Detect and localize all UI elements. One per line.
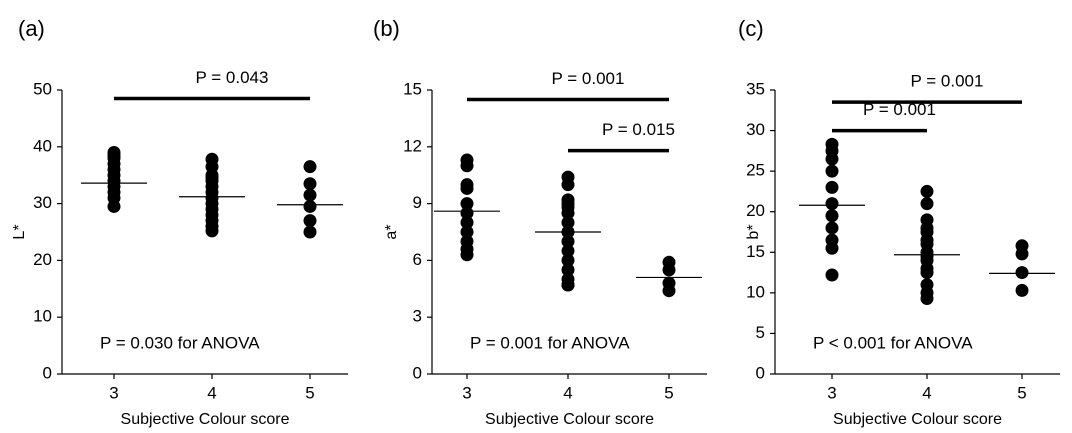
data-point <box>1015 247 1029 261</box>
data-point <box>825 152 839 166</box>
data-point <box>561 178 575 192</box>
data-point <box>460 181 474 195</box>
comparison-label: P = 0.001 <box>863 100 936 119</box>
y-tick-label: 20 <box>746 201 765 220</box>
x-axis-label: Subjective Colour score <box>485 411 654 428</box>
y-axis-label: a* <box>383 224 400 239</box>
y-tick-label: 0 <box>756 363 765 382</box>
data-point <box>303 214 317 228</box>
y-axis-label: b* <box>745 224 762 239</box>
anova-label: P = 0.001 for ANOVA <box>470 333 630 352</box>
data-point <box>205 224 219 238</box>
data-point <box>460 248 474 262</box>
x-tick-label: 3 <box>827 383 836 402</box>
data-point <box>460 197 474 211</box>
x-tick-label: 5 <box>1017 383 1026 402</box>
y-tick-label: 50 <box>33 79 52 98</box>
y-tick-label: 20 <box>33 250 52 269</box>
x-axis-label: Subjective Colour score <box>121 411 290 428</box>
data-point <box>303 160 317 174</box>
data-point <box>303 225 317 239</box>
y-tick-label: 10 <box>33 307 52 326</box>
data-point <box>825 164 839 178</box>
y-axis-label: L* <box>11 224 28 239</box>
x-tick-label: 3 <box>462 383 471 402</box>
panel-label: (c) <box>738 16 764 41</box>
x-tick-label: 3 <box>109 383 118 402</box>
comparison-label: P = 0.043 <box>196 68 269 87</box>
x-tick-label: 5 <box>664 383 673 402</box>
panel-label: (a) <box>18 16 45 41</box>
data-point <box>662 284 676 298</box>
data-point <box>561 216 575 230</box>
data-point <box>1015 266 1029 280</box>
y-tick-label: 0 <box>43 363 52 382</box>
data-point <box>920 184 934 198</box>
data-point <box>561 253 575 267</box>
y-tick-label: 35 <box>746 79 765 98</box>
data-point <box>460 216 474 230</box>
anova-label: P = 0.030 for ANOVA <box>100 333 260 352</box>
y-tick-label: 0 <box>413 363 422 382</box>
panel-label: (b) <box>373 16 400 41</box>
data-point <box>561 206 575 220</box>
data-point <box>561 278 575 292</box>
data-point <box>561 263 575 277</box>
data-point <box>460 225 474 239</box>
x-tick-label: 4 <box>922 383 931 402</box>
data-point <box>460 206 474 220</box>
data-point <box>1015 283 1029 297</box>
y-tick-label: 10 <box>746 282 765 301</box>
data-point <box>825 268 839 282</box>
data-point <box>107 199 121 213</box>
x-tick-label: 5 <box>305 383 314 402</box>
x-tick-label: 4 <box>563 383 572 402</box>
y-tick-label: 12 <box>403 136 422 155</box>
y-tick-label: 5 <box>756 323 765 342</box>
y-tick-label: 30 <box>746 120 765 139</box>
comparison-label: P = 0.001 <box>552 69 625 88</box>
data-point <box>825 209 839 223</box>
y-tick-label: 25 <box>746 161 765 180</box>
data-point <box>920 197 934 211</box>
y-tick-label: 6 <box>413 250 422 269</box>
data-point <box>303 177 317 191</box>
comparison-label: P = 0.015 <box>602 120 675 139</box>
data-point <box>825 180 839 194</box>
data-point <box>825 221 839 235</box>
data-point <box>303 188 317 202</box>
comparison-label: P = 0.001 <box>911 72 984 91</box>
data-point <box>662 263 676 277</box>
y-tick-label: 40 <box>33 136 52 155</box>
data-point <box>920 292 934 306</box>
data-point <box>920 266 934 280</box>
data-point <box>561 244 575 258</box>
y-tick-label: 15 <box>746 242 765 261</box>
data-point <box>460 159 474 173</box>
y-tick-label: 9 <box>413 193 422 212</box>
anova-label: P < 0.001 for ANOVA <box>813 333 973 352</box>
data-point <box>825 241 839 255</box>
data-point <box>561 234 575 248</box>
y-tick-label: 3 <box>413 307 422 326</box>
y-tick-label: 30 <box>33 193 52 212</box>
data-point <box>825 197 839 211</box>
x-tick-label: 4 <box>207 383 216 402</box>
y-tick-label: 15 <box>403 79 422 98</box>
data-point <box>303 199 317 213</box>
x-axis-label: Subjective Colour score <box>833 411 1002 428</box>
